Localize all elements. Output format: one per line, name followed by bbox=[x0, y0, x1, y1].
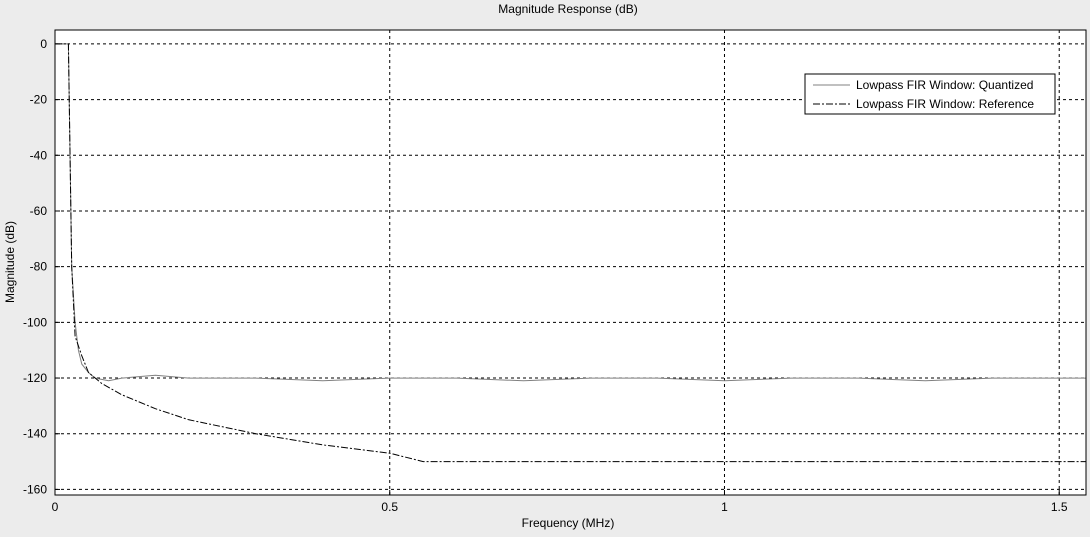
axes-frame bbox=[54, 29, 1087, 496]
series-layer bbox=[55, 43, 1086, 463]
chart-title: Magnitude Response (dB) bbox=[498, 2, 637, 16]
y-tick-label: -160 bbox=[23, 482, 47, 496]
y-tick-label: -40 bbox=[30, 148, 48, 162]
y-tick-label: -120 bbox=[23, 371, 47, 385]
series-line-reference bbox=[55, 43, 1086, 463]
x-tick-label: 0.5 bbox=[381, 500, 398, 514]
y-tick-label: -60 bbox=[30, 204, 48, 218]
legend[interactable]: Lowpass FIR Window: Quantized Lowpass FI… bbox=[804, 73, 1056, 115]
y-tick-label: -140 bbox=[23, 427, 47, 441]
legend-box bbox=[804, 73, 1056, 115]
y-axis-label: Magnitude (dB) bbox=[3, 221, 17, 303]
y-tick-label: -80 bbox=[30, 260, 48, 274]
y-tick-label: 0 bbox=[40, 37, 47, 51]
axis-ticks: 0 0.5 1 1.5 0 -20 -40 -60 -80 -100 -120 -140 -160 bbox=[23, 37, 1068, 514]
legend-label-quantized: Lowpass FIR Window: Quantized bbox=[856, 78, 1033, 92]
legend-label-reference: Lowpass FIR Window: Reference bbox=[856, 97, 1034, 111]
x-tick-label: 1 bbox=[721, 500, 728, 514]
x-tick-label: 1.5 bbox=[1051, 500, 1068, 514]
x-axis-label: Frequency (MHz) bbox=[522, 516, 615, 530]
y-tick-label: -20 bbox=[30, 93, 48, 107]
x-tick-label: 0 bbox=[52, 500, 59, 514]
series-line-quantized bbox=[55, 43, 1086, 382]
y-tick-label: -100 bbox=[23, 315, 47, 329]
